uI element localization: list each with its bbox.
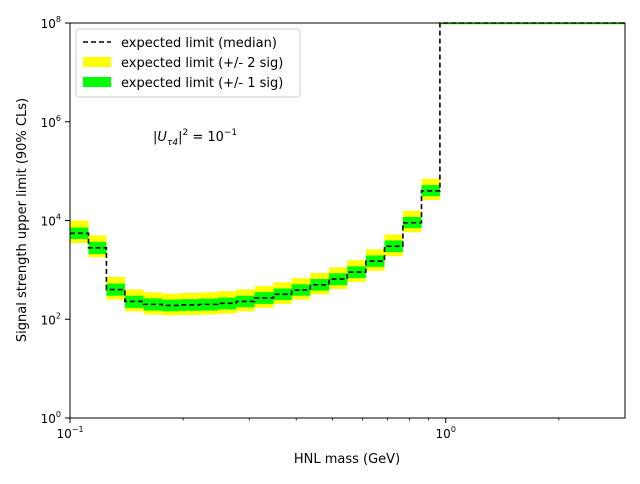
y-tick-label-0: 100 <box>41 410 61 426</box>
legend-label-2sig: expected limit (+/- 2 sig) <box>121 56 283 71</box>
legend-label-1sig: expected limit (+/- 1 sig) <box>121 76 283 91</box>
band-1sig-bin-2 <box>106 283 125 296</box>
band-1sig-bin-11 <box>273 288 292 301</box>
band-1sig-bin-13 <box>310 278 329 291</box>
x-tick-label-1: 100 <box>436 425 456 441</box>
y-tick-label-1: 102 <box>41 311 61 327</box>
annotation-sub: τ4 <box>167 138 178 148</box>
annotation-main: |U <box>153 130 167 145</box>
band-1sig-bin-17 <box>384 240 403 253</box>
band-1sig-bin-14 <box>328 273 348 286</box>
legend-box <box>75 28 301 98</box>
x-axis-ticks: 10−1 100 <box>56 418 560 441</box>
band-1sig-bin-12 <box>291 284 311 296</box>
median-step-line <box>70 22 625 307</box>
band-1sig-bin-8 <box>217 297 237 310</box>
annotation-rest: = 10 <box>188 130 224 145</box>
x-axis-label: HNL mass (GeV) <box>294 452 400 467</box>
legend: expected limit (median) expected limit (… <box>75 28 301 98</box>
y-tick-label-4: 108 <box>41 15 61 31</box>
x-tick-label-0: 10−1 <box>56 425 83 441</box>
y-axis-label: Signal strength upper limit (90% CLs) <box>15 98 30 342</box>
median-line-group <box>70 22 625 307</box>
annotation-bar: | <box>178 130 182 145</box>
coupling-annotation: |Uτ4|2 = 10−1 <box>153 128 237 148</box>
annotation-sup: 2 <box>182 128 188 138</box>
legend-swatch-2sig <box>83 57 111 67</box>
coupling-annotation-text: |Uτ4|2 = 10−1 <box>153 128 237 148</box>
band-1sig-bin-5 <box>162 299 181 312</box>
legend-label-median: expected limit (median) <box>121 36 277 51</box>
band-1sig-bin-16 <box>365 255 385 267</box>
y-tick-label-3: 106 <box>41 114 61 130</box>
annotation-rest-sup: −1 <box>224 128 237 138</box>
legend-swatch-1sig <box>83 77 111 87</box>
y-axis-ticks: 100 102 104 106 108 <box>41 15 70 426</box>
y-tick-label-2: 104 <box>41 213 61 229</box>
